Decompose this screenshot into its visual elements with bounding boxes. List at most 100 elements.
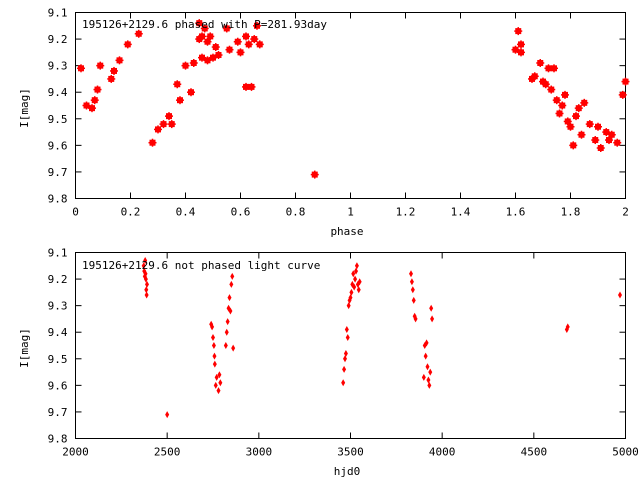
data-point <box>566 122 575 131</box>
data-point <box>356 286 361 294</box>
data-point <box>165 411 170 419</box>
phased-plot-title: 195126+2129.6 phased with P=281.93day <box>82 18 327 31</box>
phased-plot-ylabel: I[mag] <box>18 88 31 128</box>
x-tick-label: 4500 <box>521 446 548 459</box>
data-point <box>214 51 223 60</box>
data-point <box>555 109 564 118</box>
data-point <box>574 104 583 113</box>
data-point <box>233 37 242 46</box>
x-tick-label: 0.4 <box>176 206 196 219</box>
unphased-plot-xlabel: hjd0 <box>334 465 361 478</box>
data-point <box>561 90 569 99</box>
data-point <box>569 141 578 150</box>
data-point <box>607 130 616 139</box>
unphased-plot-points <box>141 256 622 419</box>
y-tick-label: 9.5 <box>48 113 68 126</box>
data-point <box>93 85 102 94</box>
x-tick-label: 0.6 <box>231 206 251 219</box>
data-point <box>145 280 149 288</box>
data-point <box>517 40 525 49</box>
data-point <box>181 61 190 70</box>
data-point <box>344 326 349 334</box>
x-tick-label: 0.8 <box>286 206 306 219</box>
data-point <box>144 291 149 299</box>
data-point <box>580 98 589 107</box>
data-point <box>552 96 561 105</box>
data-point <box>154 125 162 134</box>
y-tick-label: 9.6 <box>48 139 68 152</box>
data-point <box>123 40 132 49</box>
data-point <box>212 352 217 360</box>
data-point <box>428 368 433 376</box>
data-point <box>351 270 356 278</box>
data-point <box>230 272 235 280</box>
data-point <box>547 85 556 94</box>
x-tick-label: 1.4 <box>451 206 471 219</box>
data-point <box>165 112 173 121</box>
data-point <box>255 40 264 49</box>
data-point <box>352 283 357 291</box>
y-tick-label: 9.3 <box>48 300 68 313</box>
x-tick-label: 1.8 <box>561 206 581 219</box>
y-tick-label: 9.6 <box>48 379 68 392</box>
unphased-plot-panel: 2000 2500 3000 3500 4000 4500 5000 9.1 9.2 9.3 9.4… <box>18 247 639 479</box>
x-tick-label: 0 <box>72 206 79 219</box>
y-tick-label: 9.7 <box>48 406 68 419</box>
data-point <box>514 27 523 36</box>
y-tick-label: 9.1 <box>48 7 68 20</box>
data-point <box>409 278 414 286</box>
phased-plot-xlabel: phase <box>330 225 363 238</box>
data-point <box>229 280 234 288</box>
data-point <box>200 24 209 33</box>
data-point <box>357 278 362 286</box>
data-point <box>213 381 218 389</box>
data-point <box>421 373 426 381</box>
phased-plot-ticks: 0 0.2 0.4 0.6 0.8 1 1.2 1.4 1.6 1.8 2 9.1 9.2 9.3 9.4 9… <box>48 7 629 219</box>
data-point <box>426 376 431 384</box>
data-point <box>187 88 195 97</box>
data-point <box>134 29 143 38</box>
data-point <box>613 138 622 147</box>
data-point <box>565 323 570 331</box>
data-point <box>345 334 350 342</box>
data-point <box>427 381 432 389</box>
data-point <box>585 120 594 129</box>
data-point <box>618 291 622 299</box>
unphased-plot-title: 195126+2129.6 not phased light curve <box>82 259 320 272</box>
y-tick-label: 9.4 <box>48 326 68 339</box>
data-point <box>411 296 416 304</box>
data-point <box>143 275 148 283</box>
data-point <box>354 262 359 270</box>
data-point <box>159 120 168 129</box>
y-tick-label: 9.3 <box>48 60 68 73</box>
y-tick-label: 9.8 <box>48 433 68 446</box>
data-point <box>77 64 85 73</box>
data-point <box>222 24 231 33</box>
data-point <box>536 58 545 67</box>
data-point <box>596 144 605 153</box>
unphased-plot-ticks: 2000 2500 3000 3500 4000 4500 5000 9.1 9.2 9.3 9.4… <box>48 247 639 459</box>
x-tick-label: 1.6 <box>506 206 526 219</box>
data-point <box>90 96 99 105</box>
data-point <box>211 43 220 52</box>
data-point <box>341 379 346 387</box>
data-point <box>173 80 182 89</box>
data-point <box>148 138 157 147</box>
data-point <box>247 82 256 91</box>
data-point <box>210 323 215 331</box>
y-tick-label: 9.8 <box>48 193 68 206</box>
data-point <box>530 72 539 81</box>
data-point <box>618 90 627 99</box>
data-point <box>342 365 347 373</box>
phased-plot-points <box>77 19 630 179</box>
data-point <box>176 96 184 105</box>
data-point <box>228 307 233 315</box>
data-point <box>346 302 351 310</box>
data-point <box>224 328 229 336</box>
data-point <box>195 19 204 28</box>
data-point <box>244 40 253 49</box>
data-point <box>349 288 354 296</box>
data-point <box>211 342 216 349</box>
